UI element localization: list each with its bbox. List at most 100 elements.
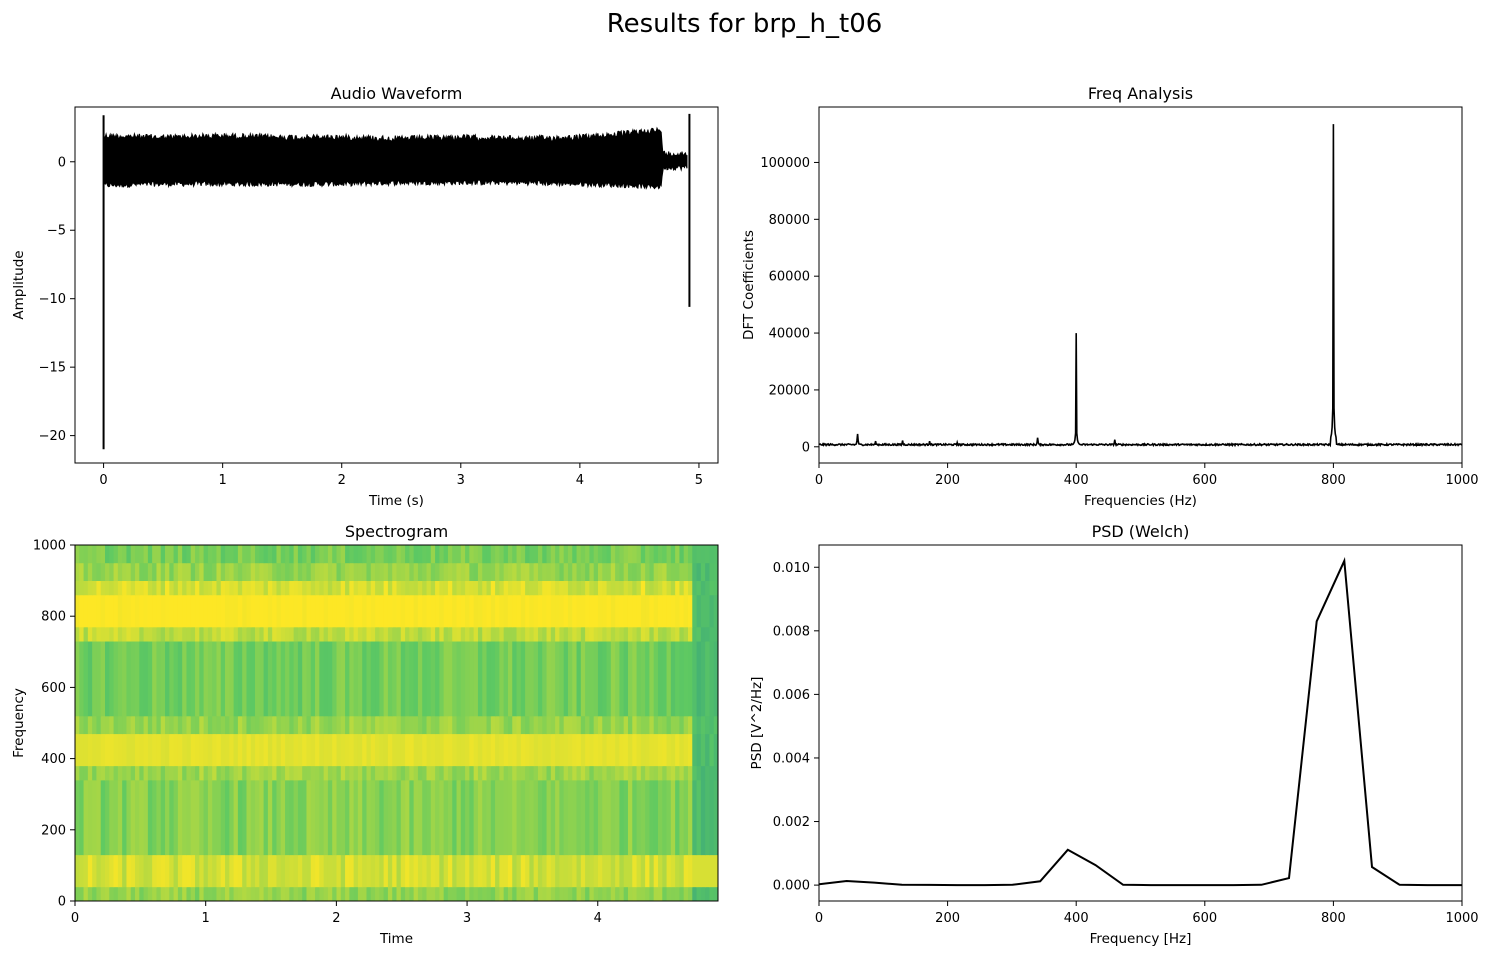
spectrogram-cell [580,733,586,767]
spectrogram-cell [585,854,590,888]
spectrogram-cell [75,562,80,581]
spectrogram-cell [576,765,582,781]
spectrogram-cell [357,580,363,596]
spectrogram-cell [280,854,286,888]
spectrogram-cell [345,562,350,581]
spectrogram-cell [486,779,492,856]
spectrogram-cell [259,562,265,581]
spectrogram-cell [657,779,663,856]
spectrogram-cell [670,733,676,767]
spectrogram-cell [632,545,638,564]
spectrogram-cell [507,594,513,628]
spectrogram-cell [495,733,500,767]
spectrogram-cell [375,779,380,856]
spectrogram-cell [576,545,582,564]
spectrogram-cell [165,594,170,628]
spectrogram-cell [627,545,633,564]
y-tick-label: 600 [41,681,66,696]
spectrogram-cell [542,715,548,735]
spectrogram-cell [147,765,153,781]
spectrogram-cell [640,779,646,856]
spectrogram-cell [692,733,698,767]
spectrogram-cell [580,779,586,856]
spectrogram-cell [559,886,565,901]
spectrogram-cell [602,545,608,564]
spectrogram-cell [310,886,316,901]
spectrogram-cell [533,626,539,642]
spectrogram-cell [375,562,380,581]
spectrogram-cell [83,733,89,767]
spectrogram-cell [456,779,462,856]
spectrogram-cell [499,854,505,888]
spectrogram-cell [473,854,479,888]
spectrogram-cell [692,545,698,564]
spectrogram-cell [353,594,359,628]
spectrogram-cell [332,641,338,717]
spectrogram-cell [267,545,273,564]
spectrogram-cell [143,580,149,596]
spectrogram-cell [190,765,196,781]
spectrogram-cell [537,733,543,767]
spectrogram-cell [216,854,222,888]
y-axis-label: DFT Coefficients [741,230,757,340]
spectrogram-cell [203,733,209,767]
spectrogram-cell [606,854,612,888]
spectrogram-cell [152,854,158,888]
spectrogram-cell [512,733,518,767]
spectrogram-cell [336,765,342,781]
spectrogram-cell [482,854,488,888]
spectrogram-cell [336,715,342,735]
spectrogram-cell [537,562,543,581]
spectrogram-cell [709,580,715,596]
spectrogram-cell [289,733,295,767]
spectrogram-cell [700,779,706,856]
spectrogram-cell [675,733,681,767]
spectrogram-cell [353,886,359,901]
spectrogram-cell [126,594,132,628]
spectrogram-cell [280,733,286,767]
spectrogram-cell [165,733,170,767]
spectrogram-cell [173,641,179,717]
spectrogram-cell [503,854,509,888]
spectrogram-cell [195,626,200,642]
spectrogram-cell [623,545,629,564]
spectrogram-cell [79,733,85,767]
spectrogram-cell [675,765,681,781]
spectrogram-cell [336,733,342,767]
spectrogram-cell [653,594,659,628]
spectrogram-cell [92,886,98,901]
spectrogram-cell [186,562,192,581]
spectrogram-cell [657,733,663,767]
spectrogram-cell [250,580,256,596]
spectrogram-cell [353,626,359,642]
spectrogram-cell [105,626,110,642]
spectrogram-cell [687,886,693,901]
spectrogram-cell [542,594,548,628]
spectrogram-cell [520,854,526,888]
spectrogram-cell [597,545,603,564]
spectrogram-cell [130,715,136,735]
spectrogram-cell [490,779,496,856]
spectrogram-cell [580,545,586,564]
spectrogram-cell [662,594,668,628]
spectrogram-cell [182,594,188,628]
spectrogram-cell [713,733,718,767]
spectrogram-cell [105,779,110,856]
spectrogram-cell [610,854,616,888]
x-tick-label: 400 [1064,473,1089,488]
spectrogram-cell [602,715,608,735]
spectrogram-cell [165,580,170,596]
spectrogram-cell [610,545,616,564]
spectrogram-cell [259,779,265,856]
spectrogram-cell [413,854,419,888]
spectrogram-cell [683,779,689,856]
spectrogram-cell [272,594,278,628]
spectrogram-cell [512,854,518,888]
spectrogram-cell [216,626,222,642]
spectrogram-cell [409,715,415,735]
spectrogram-cell [92,594,98,628]
x-tick-label: 3 [463,911,471,926]
spectrogram-cell [447,641,453,717]
y-tick-label: 80000 [769,213,810,228]
spectrogram-cell [147,715,153,735]
